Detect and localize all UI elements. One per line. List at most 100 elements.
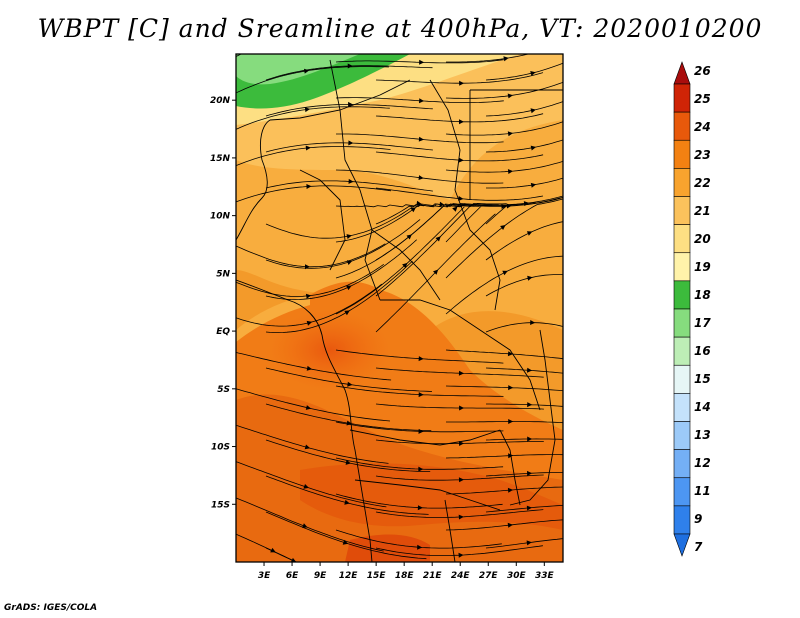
streamline-arrow xyxy=(417,505,423,511)
map-axes: 20N 15N 10N 5N EQ 5S 10S 15S 3E 6E 9E 12E 15E 18E 21E 2… xyxy=(210,53,564,581)
streamline-arrow xyxy=(348,140,354,146)
map-frame xyxy=(235,53,564,563)
streamline-arrow xyxy=(418,428,424,434)
streamline-arrow xyxy=(419,59,425,65)
streamline-arrow xyxy=(458,157,464,163)
streamline-arrow xyxy=(302,523,308,528)
colorbar-swatch xyxy=(673,477,691,507)
colorbar-label: 25 xyxy=(694,92,711,106)
lat-tick-label: EQ xyxy=(216,327,230,337)
colorbar-swatch xyxy=(673,364,691,394)
streamline-arrow xyxy=(304,68,310,74)
streamline-arrow xyxy=(527,436,533,442)
lon-tick-label: 33E xyxy=(535,571,555,581)
colorbar-swatch xyxy=(673,421,691,450)
colorbar-label: 11 xyxy=(694,484,711,498)
streamline-arrow xyxy=(507,169,514,174)
streamline-arrow xyxy=(530,182,537,188)
streamline-arrow xyxy=(305,145,311,151)
streamline-arrow xyxy=(507,93,513,99)
streamline-arrow xyxy=(507,351,514,357)
streamline-arrow xyxy=(348,178,354,184)
streamline-arrow xyxy=(303,484,309,489)
lat-tick-label: 5S xyxy=(217,385,230,395)
streamline-arrow xyxy=(306,184,312,189)
streamline-arrow xyxy=(418,466,424,472)
streamline-arrow xyxy=(458,477,464,483)
streamline-arrow xyxy=(459,405,465,411)
streamline-arrow xyxy=(417,544,423,550)
streamline-arrow xyxy=(270,547,276,553)
streamline-arrow xyxy=(346,260,353,265)
streamline-arrow xyxy=(459,441,465,446)
streamline-arrow xyxy=(433,269,439,275)
streamline-arrow xyxy=(439,201,445,207)
wbpt-shading xyxy=(236,54,563,562)
lat-tick-label: 10N xyxy=(210,212,231,222)
colorbar-label: 21 xyxy=(694,204,711,218)
streamline-arrow xyxy=(527,367,533,373)
streamline-arrow xyxy=(304,107,311,113)
streamline-arrow xyxy=(305,405,312,410)
colorbar-swatch xyxy=(673,280,691,310)
lat-tick-label: 5N xyxy=(216,269,230,279)
colorbar-label: 26 xyxy=(694,64,711,78)
streamline-arrow xyxy=(507,131,514,137)
colorbar-label: 17 xyxy=(694,316,711,330)
colorbar-swatch xyxy=(673,393,691,422)
colorbar-swatch xyxy=(673,196,691,225)
streamline-arrow xyxy=(527,470,533,476)
colorbar-label: 22 xyxy=(694,176,711,190)
colorbar-swatch xyxy=(673,83,691,113)
streamline-arrow xyxy=(530,108,536,114)
lat-tick-label: 15N xyxy=(210,154,231,164)
streamline-arrow xyxy=(459,80,465,86)
colorbar-label: 16 xyxy=(694,344,711,358)
streamline-arrow xyxy=(527,402,533,408)
streamline-arrow xyxy=(419,98,425,104)
streamline-arrow xyxy=(342,539,349,545)
streamline-arrow xyxy=(530,145,537,151)
colorbar-label: 18 xyxy=(694,288,711,302)
colorbar-swatch xyxy=(673,336,691,366)
streamline-arrow xyxy=(507,487,514,493)
colorbar-swatch xyxy=(673,139,691,169)
streamline-arrow xyxy=(418,392,424,398)
country-borders xyxy=(236,59,563,562)
streamline-arrow xyxy=(458,552,464,558)
colorbar-swatch xyxy=(673,224,691,254)
streamline-arrow xyxy=(346,285,352,291)
colorbar-swatch xyxy=(673,168,691,197)
streamline-arrow xyxy=(452,206,458,212)
colorbar-label: 7 xyxy=(694,540,703,554)
streamline-arrow xyxy=(305,293,312,299)
streamline-arrow xyxy=(290,557,297,562)
streamline-arrow xyxy=(459,119,464,125)
lon-tick-label: 15E xyxy=(367,571,387,581)
grads-credit: GrADS: IGES/COLA xyxy=(4,603,98,613)
streamline-arrow xyxy=(503,56,509,62)
streamline-arrow xyxy=(306,320,313,326)
colorbar-label: 14 xyxy=(694,400,711,414)
streamline-arrow xyxy=(530,71,536,76)
colorbar-label: 20 xyxy=(694,232,711,246)
lon-tick-label: 9E xyxy=(314,571,327,581)
colorbar-label: 15 xyxy=(694,372,711,386)
colorbar-bottom-arrow xyxy=(673,533,691,557)
lon-tick-label: 21E xyxy=(423,571,443,581)
streamline-arrow xyxy=(508,385,514,391)
chart-title: WBPT [C] and Sreamline at 400hPa, VT: 20… xyxy=(37,14,763,43)
streamline-arrow xyxy=(526,505,532,511)
lon-tick-label: 24E xyxy=(451,571,471,581)
streamline-arrow xyxy=(402,262,408,269)
streamline-arrow xyxy=(344,310,350,316)
colorbar-top-arrow xyxy=(673,61,691,85)
streamline-arrow xyxy=(418,136,424,142)
colorbar: 26 25 24 23 22 21 20 19 18 17 16 15 14 13 12 11 9 7 xyxy=(673,61,711,557)
streamline-arrow xyxy=(526,231,533,236)
lon-tick-label: 12E xyxy=(339,571,359,581)
streamline-arrow xyxy=(435,236,441,242)
streamline-arrow xyxy=(306,365,313,371)
streamline-arrow xyxy=(348,101,354,107)
